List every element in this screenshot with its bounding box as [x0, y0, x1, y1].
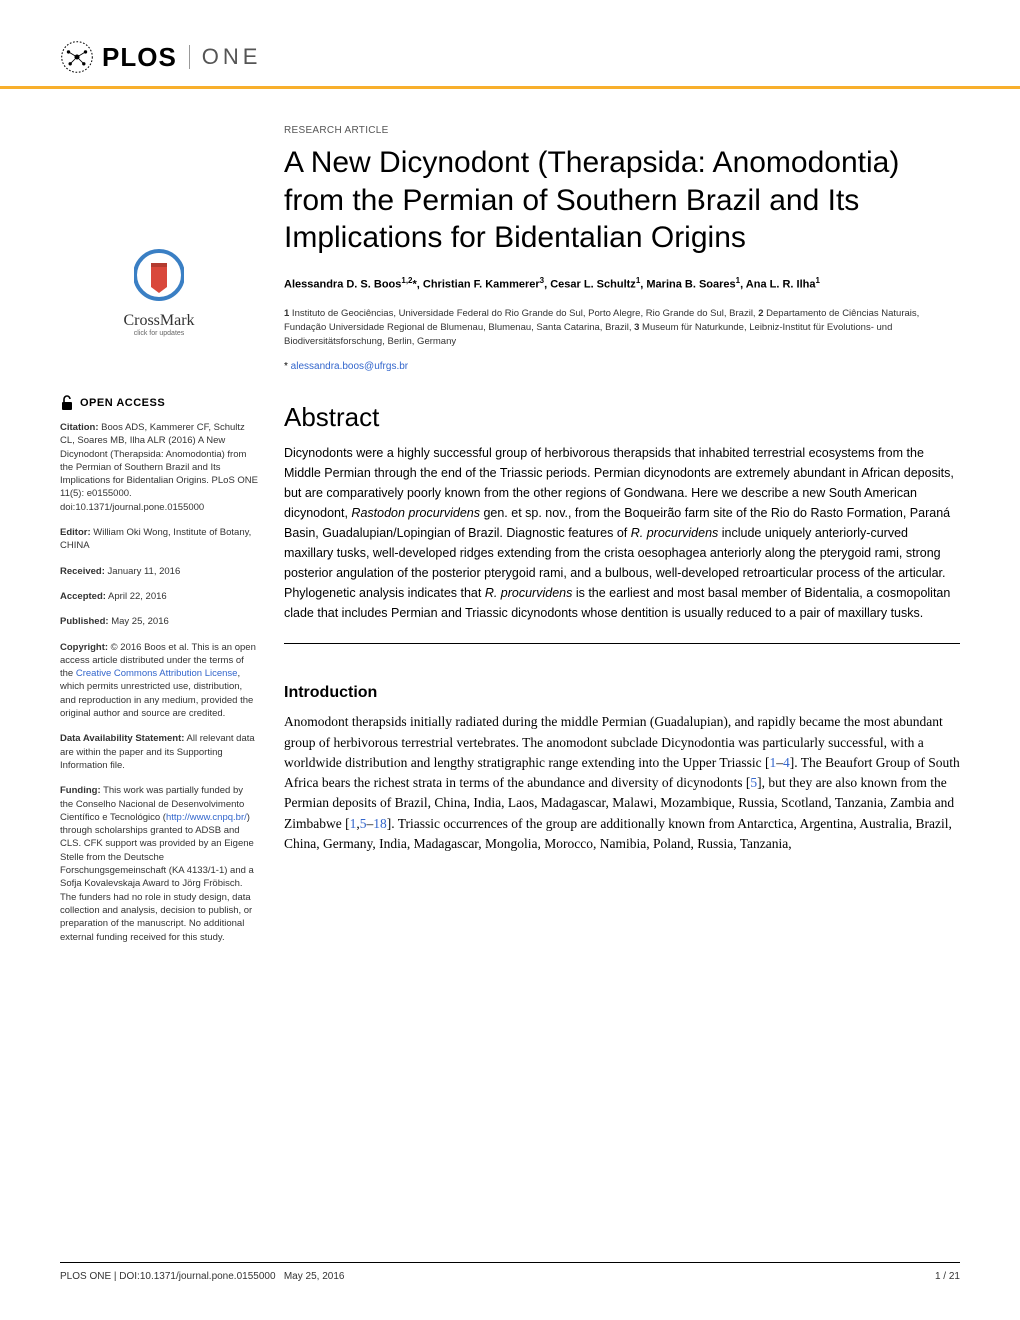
- affiliations: 1 Instituto de Geociências, Universidade…: [284, 307, 960, 350]
- published-text: May 25, 2016: [109, 616, 169, 627]
- open-access-label: OPEN ACCESS: [80, 397, 165, 409]
- funding-link[interactable]: http://www.cnpq.br/: [166, 812, 247, 823]
- main-content: RESEARCH ARTICLE A New Dicynodont (Thera…: [278, 125, 960, 956]
- introduction-heading: Introduction: [284, 684, 960, 702]
- abstract-text: Dicynodonts were a highly successful gro…: [284, 443, 960, 644]
- crossmark-sublabel: click for updates: [60, 330, 258, 337]
- crossmark-icon: [134, 245, 184, 305]
- introduction-text: Anomodont therapsids initially radiated …: [284, 712, 960, 854]
- abstract-heading: Abstract: [284, 402, 960, 433]
- data-availability-block: Data Availability Statement: All relevan…: [60, 732, 258, 772]
- sidebar: CrossMark click for updates OPEN ACCESS …: [60, 125, 278, 956]
- accepted-label: Accepted:: [60, 591, 106, 602]
- journal-header: PLOS ONE: [0, 0, 1020, 89]
- page-footer: PLOS ONE | DOI:10.1371/journal.pone.0155…: [60, 1262, 960, 1282]
- accepted-block: Accepted: April 22, 2016: [60, 590, 258, 603]
- article-title: A New Dicynodont (Therapsida: Anomodonti…: [284, 144, 960, 257]
- copyright-block: Copyright: © 2016 Boos et al. This is an…: [60, 641, 258, 721]
- published-label: Published:: [60, 616, 109, 627]
- footer-citation: PLOS ONE | DOI:10.1371/journal.pone.0155…: [60, 1271, 344, 1282]
- open-access-heading: OPEN ACCESS: [60, 395, 258, 411]
- received-label: Received:: [60, 566, 105, 577]
- citation-label: Citation:: [60, 422, 99, 433]
- funding-post: ) through scholarships granted to ADSB a…: [60, 812, 254, 943]
- open-lock-icon: [60, 395, 74, 411]
- corresponding-author: * alessandra.boos@ufrgs.br: [284, 361, 960, 372]
- editor-label: Editor:: [60, 527, 91, 538]
- received-text: January 11, 2016: [105, 566, 180, 577]
- corr-star: *: [284, 361, 291, 372]
- accepted-text: April 22, 2016: [106, 591, 167, 602]
- corr-email-link[interactable]: alessandra.boos@ufrgs.br: [291, 361, 408, 372]
- authors-list: Alessandra D. S. Boos1,2*, Christian F. …: [284, 275, 960, 293]
- funding-label: Funding:: [60, 785, 101, 796]
- citation-block: Citation: Boos ADS, Kammerer CF, Schultz…: [60, 421, 258, 514]
- citation-text: Boos ADS, Kammerer CF, Schultz CL, Soare…: [60, 422, 258, 513]
- journal-name: ONE: [202, 44, 262, 70]
- cc-license-link[interactable]: Creative Commons Attribution License: [76, 668, 238, 679]
- page-number: 1 / 21: [935, 1271, 960, 1282]
- funding-block: Funding: This work was partially funded …: [60, 784, 258, 944]
- page-body: CrossMark click for updates OPEN ACCESS …: [0, 89, 1020, 956]
- plos-icon: [60, 40, 94, 74]
- plos-wordmark: PLOS: [102, 42, 177, 73]
- article-type: RESEARCH ARTICLE: [284, 125, 960, 136]
- crossmark-label: CrossMark: [60, 312, 258, 330]
- received-block: Received: January 11, 2016: [60, 565, 258, 578]
- crossmark-widget[interactable]: CrossMark click for updates: [60, 125, 258, 367]
- logo-divider: [189, 45, 190, 69]
- editor-block: Editor: William Oki Wong, Institute of B…: [60, 526, 258, 553]
- data-label: Data Availability Statement:: [60, 733, 184, 744]
- copyright-label: Copyright:: [60, 642, 108, 653]
- journal-logo: PLOS ONE: [60, 40, 261, 74]
- published-block: Published: May 25, 2016: [60, 615, 258, 628]
